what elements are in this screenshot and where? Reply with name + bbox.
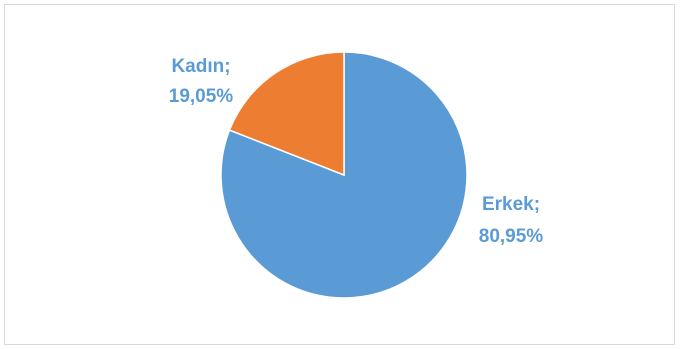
pie-slices [220,51,468,299]
slice-label-kadin-value: 19,05% [169,86,234,107]
pie-slice-kadin [228,51,345,177]
slice-label-erkek-value: 80,95% [479,226,544,247]
slice-label-kadin-name: Kadın; [171,56,230,77]
slice-label-erkek-name: Erkek; [482,194,540,215]
